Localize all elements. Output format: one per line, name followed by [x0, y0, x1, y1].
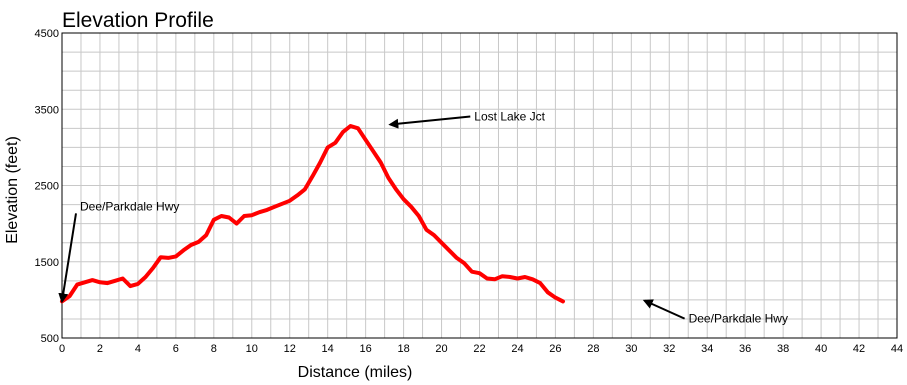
elevation-series [60, 124, 565, 304]
x-tick-label: 0 [59, 343, 65, 355]
x-tick-label: 20 [435, 343, 447, 355]
x-tick-label: 42 [853, 343, 865, 355]
x-axis-title: Distance (miles) [298, 364, 413, 381]
x-tick-label: 26 [549, 343, 561, 355]
x-tick-label: 30 [625, 343, 637, 355]
x-tick-label: 6 [173, 343, 179, 355]
y-tick-label: 2500 [35, 181, 59, 193]
y-tick-label: 1500 [35, 257, 59, 269]
annotations: Dee/Parkdale Hwy Lost Lake Jct Dee/Parkdal… [58, 110, 788, 326]
x-tick-label: 12 [284, 343, 296, 355]
y-tick-label: 4500 [35, 28, 59, 40]
tick-labels: 0 2 4 6 8 10 12 14 16 18 20 22 24 26 28 30 32 34 36 38 40 42 4… [35, 28, 904, 355]
x-tick-label: 16 [360, 343, 372, 355]
annotation-label: Dee/Parkdale Hwy [689, 312, 788, 326]
x-tick-label: 2 [97, 343, 103, 355]
x-tick-label: 40 [815, 343, 827, 355]
x-tick-label: 32 [663, 343, 675, 355]
x-tick-label: 34 [701, 343, 713, 355]
y-tick-label: 500 [41, 333, 59, 345]
y-tick-label: 3500 [35, 104, 59, 116]
x-tick-label: 38 [777, 343, 789, 355]
chart-title: Elevation Profile [62, 9, 214, 32]
grid [61, 32, 898, 339]
x-tick-label: 36 [739, 343, 751, 355]
x-tick-label: 4 [135, 343, 141, 355]
y-axis-title: Elevation (feet) [4, 136, 21, 244]
annotation-arrow [388, 115, 471, 129]
annotation-arrow [642, 299, 686, 320]
x-tick-label: 14 [322, 343, 334, 355]
x-tick-label: 8 [211, 343, 217, 355]
elevation-line [60, 124, 565, 304]
x-tick-label: 28 [587, 343, 599, 355]
x-tick-label: 10 [246, 343, 258, 355]
annotation-label: Dee/Parkdale Hwy [80, 199, 179, 213]
x-tick-label: 44 [891, 343, 903, 355]
annotation-label: Lost Lake Jct [474, 110, 545, 124]
x-tick-label: 22 [473, 343, 485, 355]
annotation-arrow [58, 213, 77, 304]
plot-frame [61, 32, 898, 339]
x-tick-label: 24 [511, 343, 523, 355]
x-tick-label: 18 [397, 343, 409, 355]
